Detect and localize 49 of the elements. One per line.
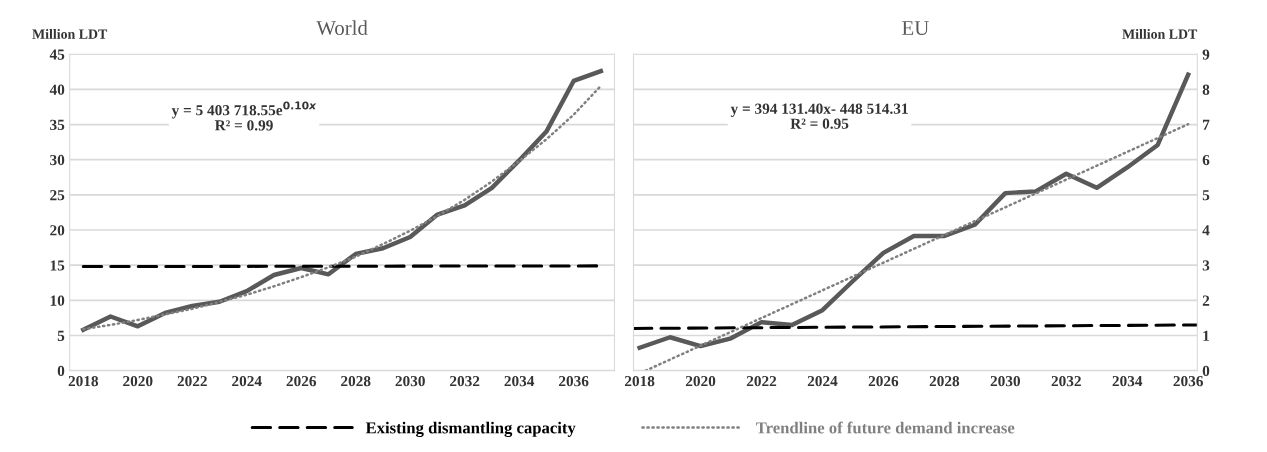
x-tick-label: 2018 (68, 375, 99, 387)
y-tick-label: 0 (57, 365, 65, 377)
text: y = 5 403 718.55e$^{0.10x}$ R² = 0.99 (171, 101, 317, 131)
y-axis-title: Million LDT (1122, 28, 1198, 39)
x-tick-label: 2028 (341, 375, 371, 387)
y-tick-label: 45 (49, 49, 65, 60)
x-tick-label: 2022 (177, 375, 207, 387)
y-tick-label: 3 (1202, 260, 1210, 271)
y-tick-label: 5 (1202, 190, 1210, 201)
y-tick-label: 6 (1202, 154, 1210, 166)
x-tick-label: 2030 (395, 375, 425, 387)
x-tick-label: 2024 (807, 375, 838, 387)
line-series (637, 72, 1191, 351)
x-tick-label: 2030 (990, 375, 1021, 387)
y-tick-label: 5 (57, 330, 65, 341)
x-tick-label: 2026 (868, 375, 899, 387)
x-tick-label: 2026 (286, 375, 317, 387)
x-tick-label: 2020 (685, 375, 716, 387)
y-tick-label: 7 (1203, 119, 1210, 130)
annotation: y = 394 131.40x- 448 514.31 R² = 0.95 (730, 103, 908, 129)
x-tick-label: 2028 (929, 375, 960, 387)
x-tick-label: 2034 (1112, 375, 1143, 387)
y-tick-label: 30 (50, 154, 65, 166)
y-tick-label: 2 (1202, 295, 1210, 306)
x-tick-label: 2032 (450, 375, 480, 387)
y-tick-label: 4 (1202, 225, 1210, 236)
y-tick-label: 35 (50, 119, 65, 130)
x-tick-label: 2020 (123, 375, 153, 387)
text: Existing dismantling capacity (365, 421, 576, 437)
y-axis-title: Million LDT (32, 28, 108, 39)
x-tick-label: 2022 (746, 375, 777, 387)
y-tick-label: 20 (50, 225, 65, 236)
text: Trendline of future demand increase (756, 421, 1015, 434)
y-tick-label: 15 (50, 260, 65, 271)
y-tick-label: 9 (1202, 49, 1210, 60)
y-tick-label: 8 (1202, 84, 1210, 95)
x-tick-label: 2018 (624, 375, 655, 387)
chart-title: EU (902, 21, 929, 35)
y-tick-label: 1 (1203, 330, 1210, 341)
y-tick-label: 40 (49, 84, 65, 95)
x-tick-label: 2036 (1173, 375, 1203, 387)
y-tick-label: 0 (1202, 365, 1210, 377)
x-tick-label: 2034 (504, 375, 535, 387)
x-tick-label: 2024 (232, 375, 262, 387)
y-tick-label: 25 (50, 190, 65, 201)
x-tick-label: 2036 (559, 375, 589, 387)
x-tick-label: 2032 (1051, 375, 1081, 387)
y-tick-label: 10 (50, 295, 65, 306)
chart-title: World (316, 20, 368, 36)
